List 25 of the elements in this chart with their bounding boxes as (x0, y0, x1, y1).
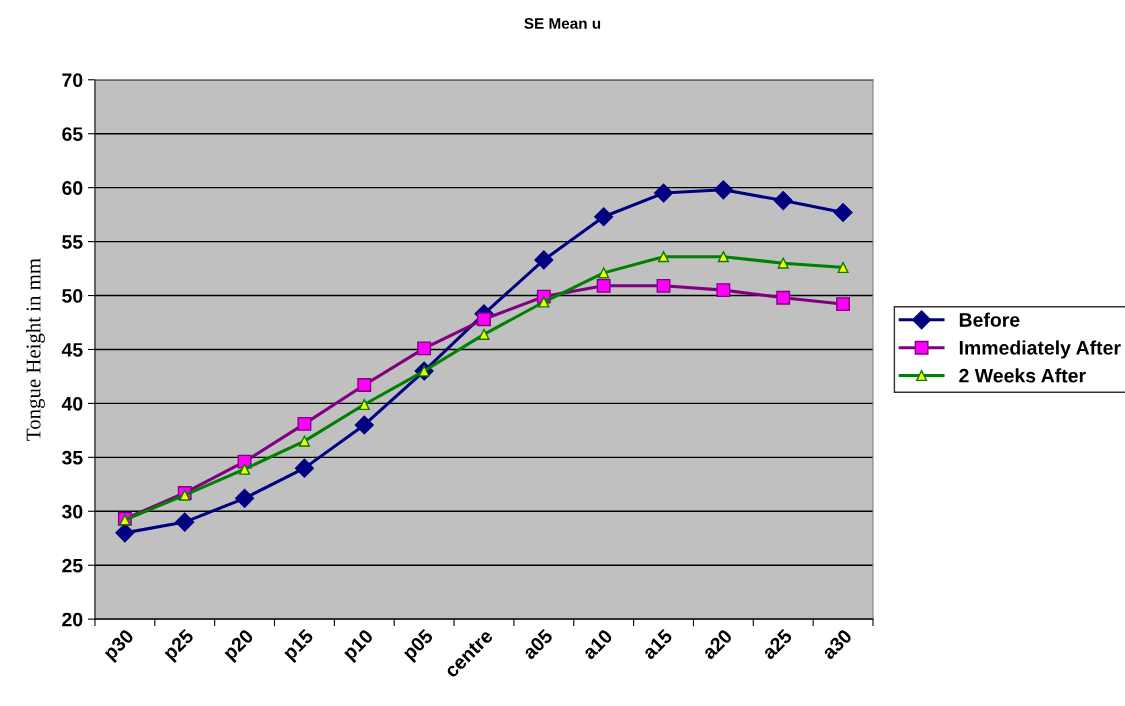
y-tick-label: 20 (62, 612, 83, 627)
x-tick-label: a25 (761, 628, 793, 661)
y-tick-label: 50 (62, 289, 83, 303)
x-tick-label: a10 (581, 628, 614, 661)
chart-title: SE Mean u (524, 18, 601, 29)
legend-label: 2 Weeks After (959, 368, 1086, 383)
x-tick-label: a15 (641, 628, 674, 661)
y-tick-label: 55 (62, 235, 83, 249)
x-tick-label: a30 (820, 628, 853, 661)
x-tick-label: a20 (701, 628, 733, 661)
y-axis-title: Tongue Height in mm (25, 258, 45, 441)
x-tick-label: p10 (341, 628, 377, 664)
legend-label: Immediately After (959, 340, 1121, 359)
legend-label: Before (959, 312, 1020, 327)
y-tick-label: 25 (62, 558, 83, 573)
y-tick-label: 65 (62, 127, 83, 141)
x-tick-label: a05 (521, 628, 554, 661)
x-tick-label: p30 (102, 628, 138, 664)
y-tick-label: 45 (61, 343, 83, 357)
y-tick-label: 40 (61, 396, 83, 411)
y-tick-label: 60 (62, 181, 83, 195)
x-tick-label: p20 (222, 628, 257, 664)
y-tick-label: 30 (61, 504, 83, 519)
y-tick-label: 35 (61, 450, 83, 465)
y-tick-label: 70 (62, 73, 83, 88)
